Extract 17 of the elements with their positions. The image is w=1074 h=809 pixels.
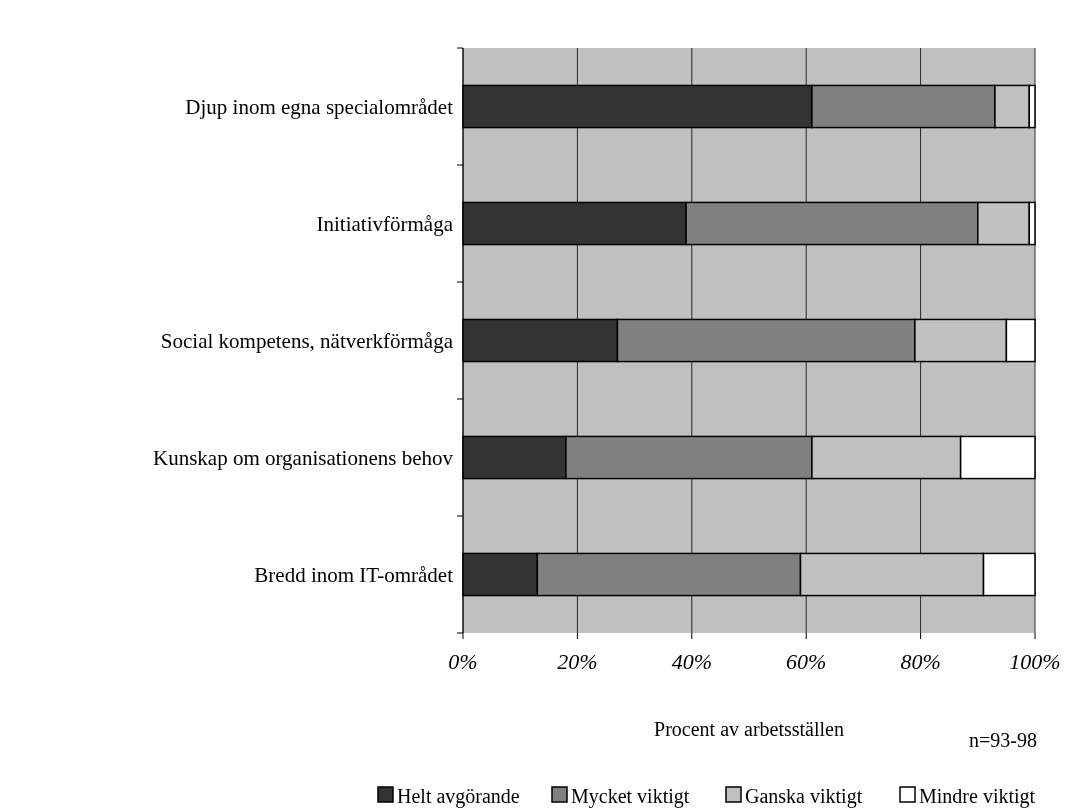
y-tick-label: Social kompetens, nätverkförmåga xyxy=(160,328,454,353)
legend-label: Helt avgörande xyxy=(397,785,520,808)
y-tick-label: Bredd inom IT-området xyxy=(254,562,454,587)
x-tick-label: 100% xyxy=(1009,649,1061,674)
x-tick-label: 60% xyxy=(786,649,827,674)
y-tick-label: Initiativförmåga xyxy=(316,211,454,236)
x-tick-label: 40% xyxy=(671,649,712,674)
y-tick-label: Kunskap om organisationens behov xyxy=(153,445,454,470)
y-tick-label: Djup inom egna specialområdet xyxy=(185,94,454,119)
legend-label: Mycket viktigt xyxy=(571,785,690,808)
legend-label: Ganska viktigt xyxy=(745,785,863,808)
legend-label: Mindre viktigt xyxy=(919,785,1036,808)
x-tick-label: 0% xyxy=(448,649,478,674)
x-tick-label: 20% xyxy=(557,649,598,674)
x-axis-title: Procent av arbetsställen xyxy=(654,718,844,740)
text: n=93-98 xyxy=(969,729,1037,751)
x-tick-label: 80% xyxy=(900,649,941,674)
